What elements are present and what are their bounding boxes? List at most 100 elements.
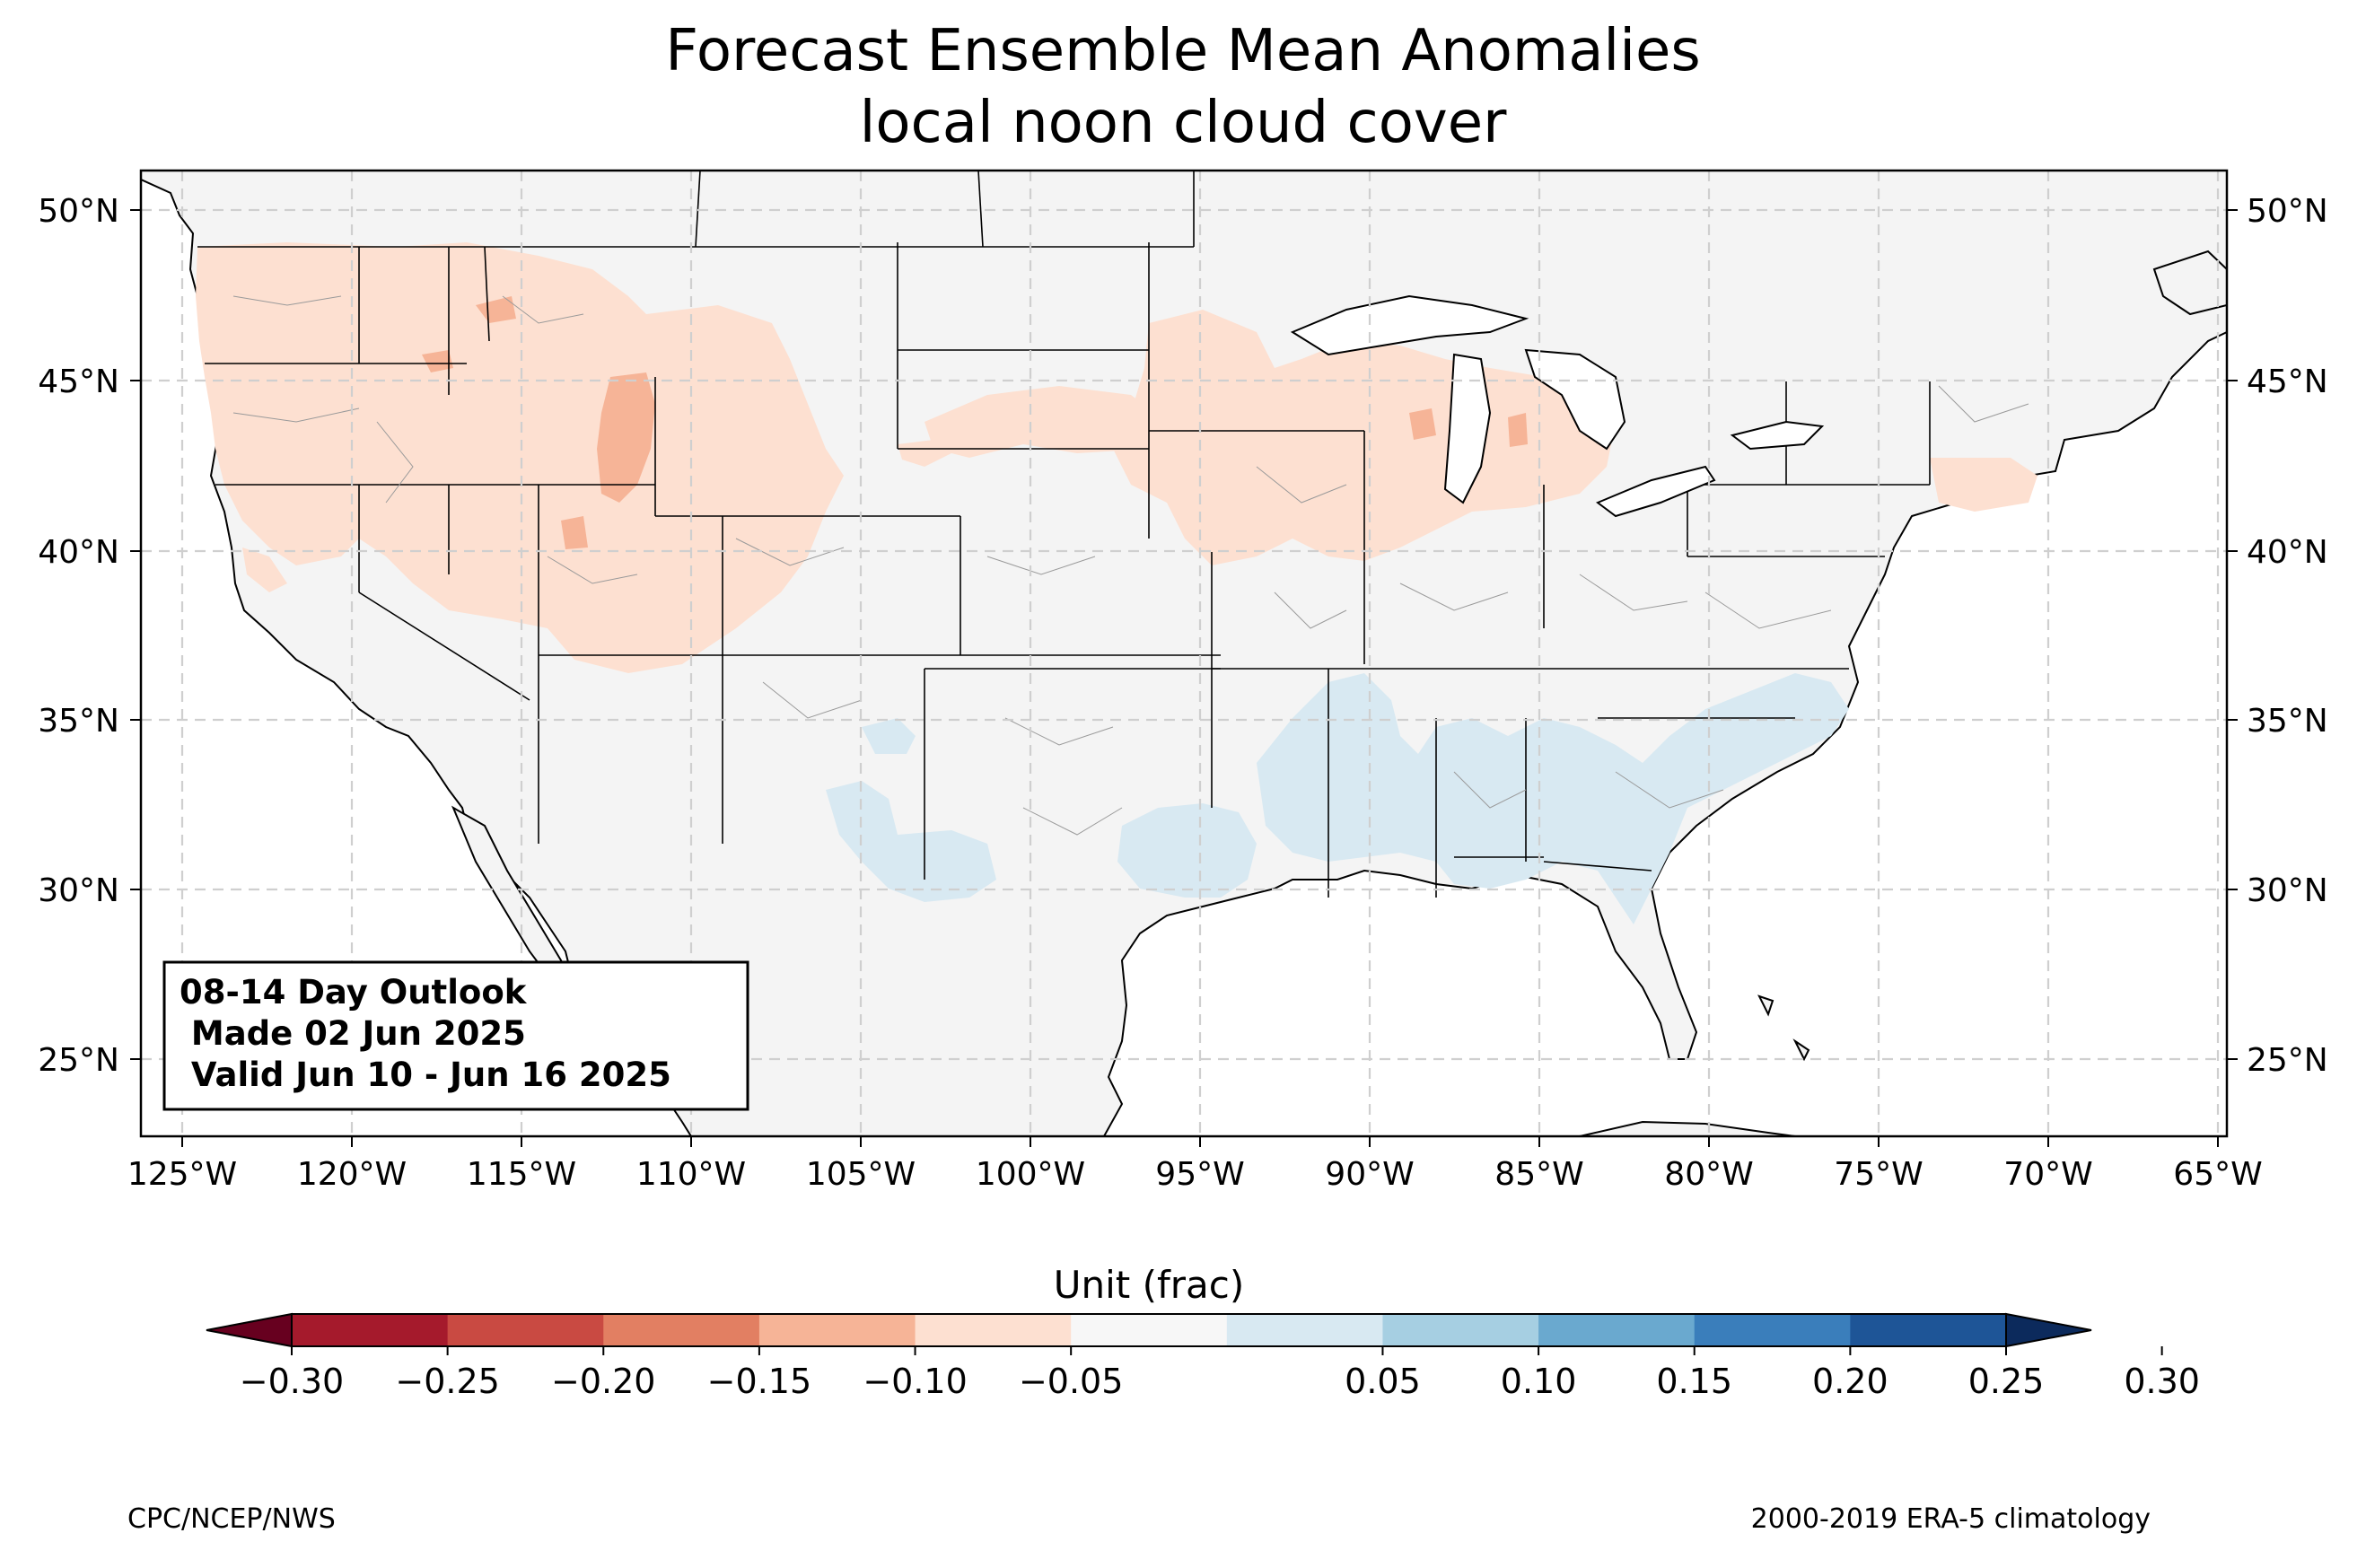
lat-label: 25°N <box>2247 1042 2328 1079</box>
state-borders <box>197 171 1931 898</box>
colorbar-under-triangle <box>206 1312 293 1348</box>
lat-label: 30°N <box>38 872 119 909</box>
lat-label: 25°N <box>38 1042 119 1079</box>
colorbar: Unit (frac) −0.30 −0.25 −0.20 −0.15 −0.10 −0.… <box>206 1263 2200 1401</box>
colorbar-tick-label: 0.25 <box>1968 1362 2045 1401</box>
lon-label: 65°W <box>2173 1156 2262 1193</box>
lon-label: 105°W <box>806 1156 916 1193</box>
colorbar-tick-label: 0.30 <box>2124 1362 2200 1401</box>
colorbar-over-triangle <box>2005 1312 2092 1348</box>
colorbar-bin <box>292 1314 449 1346</box>
lat-label: 35°N <box>38 703 119 740</box>
lat-label: 35°N <box>2247 703 2328 740</box>
lake-huron <box>1524 348 1626 451</box>
lon-label: 120°W <box>297 1156 407 1193</box>
map-frame <box>139 169 2229 1138</box>
colorbar-tick-label: −0.15 <box>707 1362 811 1401</box>
lat-labels-right: 50°N 45°N 40°N 35°N 30°N 25°N <box>2247 193 2328 1079</box>
anomaly-plains-mid <box>898 440 951 467</box>
colorbar-bin <box>1226 1314 1383 1346</box>
lon-label: 115°W <box>467 1156 576 1193</box>
colorbar-tick-label: −0.10 <box>863 1362 967 1401</box>
colorbar-bin <box>1850 1314 2007 1346</box>
outlook-box-frame <box>162 960 749 1111</box>
chart-title-line2: local noon cloud cover <box>860 90 1508 156</box>
anomaly-utah-spot <box>561 516 588 549</box>
great-lakes <box>1290 294 1825 518</box>
anomaly-michigan-spot <box>1508 413 1528 447</box>
colorbar-bin <box>1538 1314 1696 1346</box>
chart-title-line1: Forecast Ensemble Mean Anomalies <box>665 18 1700 84</box>
lat-labels-left: 50°N 45°N 40°N 35°N 30°N 25°N <box>38 193 119 1079</box>
lat-label: 45°N <box>2247 364 2328 400</box>
lat-label: 30°N <box>2247 872 2328 909</box>
lat-label: 40°N <box>2247 534 2328 571</box>
anomaly-idaho-spot <box>422 350 453 372</box>
anomaly-wisconsin-spot <box>1409 408 1436 440</box>
colorbar-bin <box>1382 1314 1539 1346</box>
anomaly-newmexico <box>862 718 916 754</box>
colorbar-bins <box>292 1314 2007 1346</box>
lon-label: 90°W <box>1325 1156 1414 1193</box>
lon-label: 70°W <box>2003 1156 2092 1193</box>
anomaly-neg-light <box>196 242 2037 673</box>
anomaly-texas-west <box>826 781 996 902</box>
lon-label: 125°W <box>127 1156 237 1193</box>
colorbar-tick-label: −0.30 <box>240 1362 344 1401</box>
lon-label: 100°W <box>976 1156 1085 1193</box>
colorbar-frame <box>291 1313 2007 1347</box>
colorbar-tick-label: −0.20 <box>551 1362 655 1401</box>
footer-climatology: 2000-2019 ERA-5 climatology <box>1751 1503 2151 1535</box>
lake-ontario <box>1730 420 1825 451</box>
anomaly-plains-north <box>924 386 1167 458</box>
colorbar-tick-label: 0.10 <box>1501 1362 1577 1401</box>
outlook-made-date: Made 02 Jun 2025 <box>180 1014 526 1053</box>
lon-label: 95°W <box>1155 1156 1244 1193</box>
colorbar-tick-label: 0.15 <box>1656 1362 1732 1401</box>
outlook-box: 08-14 Day Outlook Made 02 Jun 2025 Valid… <box>162 960 749 1111</box>
colorbar-bin <box>447 1314 604 1346</box>
lake-michigan <box>1443 353 1492 504</box>
lon-label: 75°W <box>1834 1156 1923 1193</box>
tick-marks <box>130 209 2238 1147</box>
land-cuba <box>1579 1120 1796 1136</box>
colorbar-tick-label: −0.05 <box>1019 1362 1123 1401</box>
anomaly-oregon-spot <box>476 296 516 323</box>
anomaly-northeast <box>1930 458 2037 512</box>
colorbar-tick-label: 0.20 <box>1812 1362 1888 1401</box>
colorbar-bin <box>758 1314 916 1346</box>
anomaly-neg-medium <box>422 296 1528 549</box>
outlook-title: 08-14 Day Outlook <box>180 973 528 1012</box>
lake-erie <box>1596 465 1716 518</box>
footer-source: CPC/NCEP/NWS <box>127 1503 336 1535</box>
lon-label: 85°W <box>1494 1156 1583 1193</box>
colorbar-bin <box>603 1314 760 1346</box>
colorbar-bin <box>915 1314 1072 1346</box>
lat-label: 50°N <box>38 193 119 230</box>
anomaly-ca-coast <box>242 547 287 592</box>
anomaly-pos-light <box>826 673 1849 924</box>
land-bahamas <box>1757 994 1774 1017</box>
lon-label: 80°W <box>1664 1156 1753 1193</box>
outlook-valid-range: Valid Jun 10 - Jun 16 2025 <box>180 1056 671 1094</box>
colorbar-bin <box>1071 1314 1228 1346</box>
land-bahamas-2 <box>1792 1038 1810 1062</box>
colorbar-tick-label: −0.25 <box>395 1362 499 1401</box>
lake-superior <box>1290 294 1529 356</box>
anomaly-wyoming-core <box>597 372 655 503</box>
lon-label: 110°W <box>636 1156 746 1193</box>
colorbar-tick-label: 0.05 <box>1345 1362 1421 1401</box>
map-panel: 125°W 120°W 115°W 110°W 105°W 100°W 95°W… <box>38 169 2328 1193</box>
lat-label: 45°N <box>38 364 119 400</box>
colorbar-label: Unit (frac) <box>1054 1263 1245 1307</box>
division-lines <box>232 295 2029 836</box>
lat-label: 50°N <box>2247 193 2328 230</box>
colorbar-bin <box>1694 1314 1851 1346</box>
colorbar-ticks: −0.30 −0.25 −0.20 −0.15 −0.10 −0.05 0.05 0.10 0.… <box>240 1346 2200 1401</box>
anomaly-texas-east <box>1117 803 1257 898</box>
anomaly-northwest <box>196 242 844 673</box>
lat-label: 40°N <box>38 534 119 571</box>
lon-labels: 125°W 120°W 115°W 110°W 105°W 100°W 95°W… <box>127 1156 2263 1193</box>
land-maritime <box>2152 250 2227 316</box>
